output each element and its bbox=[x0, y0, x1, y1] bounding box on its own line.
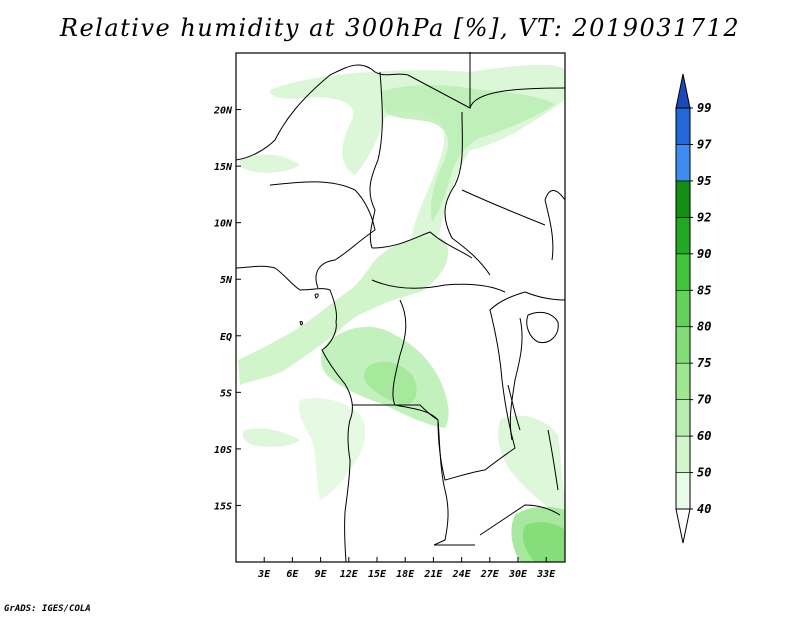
colorbar-swatch bbox=[675, 435, 691, 473]
humidity-area-west bbox=[239, 154, 300, 173]
humidity-area-east bbox=[498, 415, 565, 520]
colorbar-label: 99 bbox=[697, 101, 711, 115]
colorbar-swatch bbox=[675, 253, 691, 291]
lon-tick-label: 24E bbox=[452, 569, 472, 580]
chad-sudan bbox=[444, 111, 491, 276]
latitude-axis: 20N 15N 10N 5N EQ 5S 10S 15S bbox=[213, 106, 241, 512]
colorbar-swatch bbox=[675, 144, 691, 182]
map-title: Relative humidity at 300hPa [%], VT: 201… bbox=[59, 14, 741, 42]
colorbar-label: 97 bbox=[697, 137, 712, 151]
colorbar: 40 50 60 70 75 80 85 90 92 95 97 99 bbox=[675, 73, 712, 544]
niger-chad bbox=[369, 71, 383, 249]
lat-tick-label: 15S bbox=[214, 501, 232, 512]
lat-tick-label: 20N bbox=[213, 106, 233, 117]
colorbar-swatch bbox=[675, 107, 691, 145]
lon-tick-label: 15E bbox=[368, 569, 387, 580]
country-borders bbox=[235, 52, 566, 563]
lon-tick-label: 33E bbox=[536, 569, 556, 580]
drc-outline bbox=[392, 291, 526, 481]
cameroon-car bbox=[371, 231, 473, 259]
angola-zambia bbox=[352, 404, 475, 546]
map-frame bbox=[235, 52, 566, 563]
lat-tick-label: EQ bbox=[220, 332, 232, 343]
colorbar-swatch bbox=[675, 326, 691, 364]
colorbar-label: 95 bbox=[697, 174, 711, 188]
chad-libya bbox=[469, 87, 566, 109]
colorbar-label: 50 bbox=[697, 466, 711, 480]
lon-tick-label: 9E bbox=[315, 569, 328, 580]
colorbar-label: 75 bbox=[697, 356, 711, 370]
lat-tick-label: 10N bbox=[214, 219, 233, 230]
lat-tick-label: 5N bbox=[220, 275, 233, 286]
car-drc bbox=[371, 279, 506, 293]
colorbar-swatch bbox=[675, 289, 691, 328]
colorbar-label: 40 bbox=[697, 502, 711, 516]
colorbar-swatch bbox=[675, 472, 691, 510]
sahara-borders bbox=[235, 52, 471, 161]
lat-tick-label: 5S bbox=[220, 388, 232, 399]
colorbar-label: 80 bbox=[697, 320, 711, 334]
colorbar-swatch bbox=[675, 399, 691, 437]
colorbar-swatch bbox=[675, 180, 691, 218]
humidity-shading bbox=[238, 64, 565, 562]
gulf-islands bbox=[299, 293, 319, 326]
longitude-axis: 3E 6E 9E 12E 15E 18E 21E 24E 27E 30E 33E bbox=[257, 557, 556, 580]
lat-tick-label: 10S bbox=[214, 445, 232, 456]
lon-tick-label: 30E bbox=[508, 569, 528, 580]
humidity-area-southwest bbox=[242, 428, 300, 447]
humidity-area-central bbox=[238, 236, 449, 385]
zambia-south bbox=[479, 504, 561, 536]
colorbar-swatch bbox=[675, 362, 691, 400]
lon-tick-label: 18E bbox=[396, 569, 415, 580]
colorbar-label: 92 bbox=[697, 210, 711, 224]
lon-tick-label: 3E bbox=[257, 569, 271, 580]
lon-tick-label: 27E bbox=[480, 569, 500, 580]
grads-credit: GrADS: IGES/COLA bbox=[4, 604, 91, 614]
humidity-area-angola bbox=[298, 398, 366, 500]
colorbar-outline bbox=[675, 107, 691, 510]
lat-tick-label: 15N bbox=[214, 162, 233, 173]
lon-tick-label: 21E bbox=[423, 569, 443, 580]
lake-tanganyika bbox=[507, 384, 521, 431]
humidity-area-congo-core bbox=[364, 361, 417, 406]
west-africa-coast bbox=[235, 265, 353, 563]
colorbar-bottom-arrow bbox=[675, 508, 691, 544]
humidity-area-north-core bbox=[380, 85, 555, 222]
northeast bbox=[544, 190, 566, 261]
colorbar-label: 85 bbox=[697, 283, 711, 297]
lake-malawi bbox=[547, 429, 559, 491]
lake-victoria bbox=[526, 311, 559, 344]
colorbar-top-arrow bbox=[675, 73, 691, 109]
colorbar-label: 60 bbox=[697, 429, 711, 443]
lon-tick-label: 6E bbox=[286, 569, 299, 580]
colorbar-label: 90 bbox=[697, 247, 711, 261]
humidity-area-southeast-core bbox=[523, 522, 565, 562]
east-africa bbox=[509, 291, 566, 441]
sudan-interior bbox=[461, 189, 546, 226]
nigeria bbox=[269, 181, 376, 289]
colorbar-swatch bbox=[675, 217, 691, 255]
lon-tick-label: 12E bbox=[340, 569, 359, 580]
colorbar-label: 70 bbox=[697, 393, 711, 407]
